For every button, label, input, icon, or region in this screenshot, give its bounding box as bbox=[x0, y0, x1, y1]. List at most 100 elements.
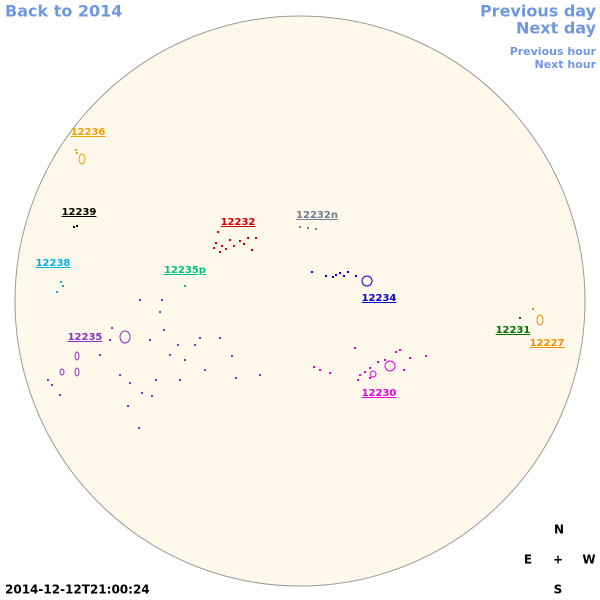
spot bbox=[247, 237, 249, 239]
spot bbox=[119, 374, 121, 376]
spot bbox=[325, 275, 327, 277]
spot bbox=[377, 361, 379, 363]
spot bbox=[403, 369, 405, 371]
spot bbox=[76, 152, 78, 154]
spot-penumbra bbox=[119, 330, 131, 344]
spot bbox=[213, 247, 215, 249]
spot bbox=[235, 377, 237, 379]
compass-south: S bbox=[554, 583, 563, 597]
spot bbox=[332, 276, 334, 278]
solar-disk bbox=[14, 15, 586, 587]
spot bbox=[255, 237, 257, 239]
spot bbox=[163, 329, 165, 331]
spot bbox=[319, 369, 321, 371]
next-day-link[interactable]: Next day bbox=[516, 19, 597, 38]
spot bbox=[59, 394, 61, 396]
spot bbox=[343, 275, 345, 277]
region-label[interactable]: 12235p bbox=[164, 265, 206, 276]
spot bbox=[199, 337, 201, 339]
spot bbox=[155, 379, 157, 381]
spot bbox=[215, 242, 217, 244]
spot-penumbra bbox=[74, 351, 80, 361]
spot bbox=[313, 366, 315, 368]
spot bbox=[243, 243, 245, 245]
spot bbox=[384, 359, 386, 361]
spot bbox=[141, 392, 143, 394]
spot-penumbra bbox=[59, 368, 65, 376]
sunspots bbox=[47, 149, 544, 429]
spot bbox=[233, 245, 235, 247]
spot bbox=[76, 225, 78, 227]
spot bbox=[299, 226, 301, 228]
spot bbox=[347, 271, 349, 273]
spot bbox=[217, 231, 219, 233]
spot bbox=[169, 354, 171, 356]
spot bbox=[369, 367, 371, 369]
spot bbox=[231, 355, 233, 357]
spot bbox=[151, 395, 153, 397]
region-label[interactable]: 12231 bbox=[496, 325, 531, 336]
spot bbox=[315, 228, 317, 230]
spot bbox=[259, 374, 261, 376]
spot bbox=[149, 339, 151, 341]
spot bbox=[335, 274, 337, 276]
spot bbox=[127, 405, 129, 407]
spot-penumbra bbox=[536, 314, 544, 326]
previous-hour-link[interactable]: Previous hour bbox=[510, 45, 597, 58]
next-hour-link[interactable]: Next hour bbox=[535, 58, 597, 71]
spot bbox=[47, 379, 49, 381]
spot bbox=[221, 245, 223, 247]
spot bbox=[184, 285, 186, 287]
spot bbox=[51, 384, 53, 386]
region-label[interactable]: 12232 bbox=[221, 217, 256, 228]
spot bbox=[129, 382, 131, 384]
spot bbox=[204, 369, 206, 371]
spot bbox=[364, 371, 366, 373]
region-label[interactable]: 12238 bbox=[36, 258, 71, 269]
spot bbox=[62, 285, 64, 287]
region-label[interactable]: 12234 bbox=[362, 293, 397, 304]
spot bbox=[239, 240, 241, 242]
region bbox=[299, 226, 317, 230]
spot bbox=[329, 372, 331, 374]
spot bbox=[225, 248, 227, 250]
spot bbox=[138, 427, 140, 429]
region bbox=[56, 281, 64, 293]
spot bbox=[109, 339, 111, 341]
spot bbox=[399, 349, 401, 351]
region bbox=[75, 149, 86, 165]
spot bbox=[56, 291, 58, 293]
region bbox=[532, 308, 544, 326]
spot bbox=[519, 317, 521, 319]
spot bbox=[339, 272, 341, 274]
compass-east: E bbox=[524, 553, 532, 567]
region-label[interactable]: 12232n bbox=[296, 210, 338, 221]
spot bbox=[139, 299, 141, 301]
previous-day-link[interactable]: Previous day bbox=[480, 2, 597, 21]
region bbox=[184, 285, 186, 287]
spot-penumbra bbox=[369, 370, 377, 378]
region bbox=[73, 225, 78, 228]
spot bbox=[219, 337, 221, 339]
region-label[interactable]: 12236 bbox=[71, 127, 106, 138]
spot-penumbra bbox=[74, 367, 80, 377]
region-label[interactable]: 12227 bbox=[530, 338, 565, 349]
back-link[interactable]: Back to 2014 bbox=[5, 2, 122, 21]
compass-center: + bbox=[553, 553, 563, 567]
spot bbox=[194, 344, 196, 346]
spot bbox=[184, 359, 186, 361]
spot-penumbra bbox=[361, 275, 373, 287]
spot bbox=[532, 308, 534, 310]
spot bbox=[229, 239, 231, 241]
spot bbox=[354, 347, 356, 349]
region-label[interactable]: 12230 bbox=[362, 388, 397, 399]
spot bbox=[177, 344, 179, 346]
region-label[interactable]: 12235 bbox=[68, 332, 103, 343]
spot bbox=[359, 374, 361, 376]
spot bbox=[355, 275, 357, 277]
spot bbox=[369, 377, 371, 379]
region-label[interactable]: 12239 bbox=[62, 207, 97, 218]
region bbox=[519, 317, 521, 319]
